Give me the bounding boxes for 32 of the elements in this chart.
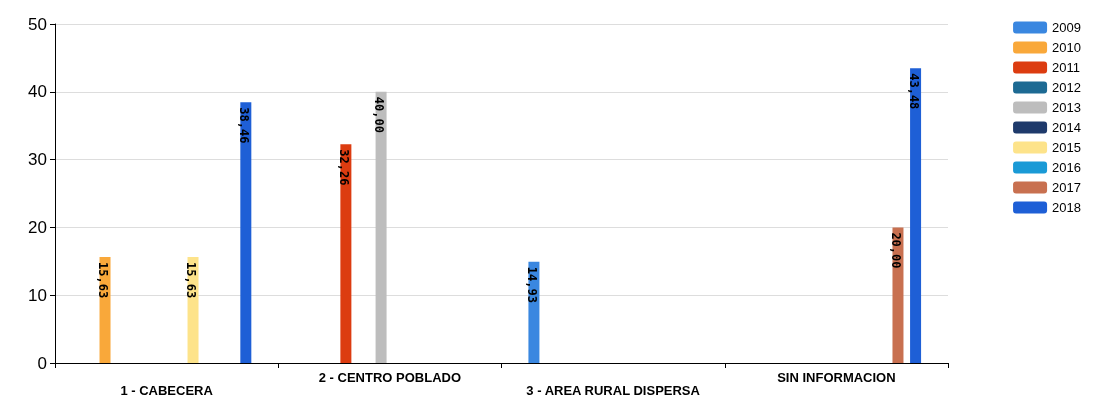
data-label: 15,63 xyxy=(184,262,199,299)
y-tick-label: 40 xyxy=(28,82,47,102)
legend-label: 2014 xyxy=(1052,120,1081,135)
y-tick-label: 30 xyxy=(28,150,47,170)
legend-label: 2015 xyxy=(1052,140,1081,155)
data-label: 38,46 xyxy=(236,107,251,144)
bar xyxy=(375,91,387,363)
legend-label: 2010 xyxy=(1052,40,1081,55)
x-tick-label: 3 - AREA RURAL DISPERSA xyxy=(526,383,701,398)
legend-label: 2013 xyxy=(1052,100,1081,115)
x-tick-label: 2 - CENTRO POBLADO xyxy=(318,370,462,385)
data-label: 40,00 xyxy=(372,96,387,133)
bar xyxy=(340,144,352,363)
y-tick-label: 10 xyxy=(28,285,47,305)
bar xyxy=(240,102,252,363)
x-tick-label: SIN INFORMACION xyxy=(777,370,896,385)
y-tick-label: 50 xyxy=(28,14,47,34)
legend-label: 2012 xyxy=(1052,80,1081,95)
bar xyxy=(910,68,922,363)
y-tick-label: 20 xyxy=(28,217,47,237)
x-tick-label: 1 - CABECERA xyxy=(120,383,214,398)
data-label: 32,26 xyxy=(336,149,351,186)
data-label: 43,48 xyxy=(906,73,921,110)
legend-label: 2011 xyxy=(1052,60,1081,75)
data-label: 20,00 xyxy=(888,232,903,269)
legend-label: 2017 xyxy=(1052,180,1081,195)
legend-label: 2018 xyxy=(1052,200,1081,215)
legend-label: 2016 xyxy=(1052,160,1081,175)
data-label: 15,63 xyxy=(96,262,111,299)
legend-label: 2009 xyxy=(1052,20,1081,35)
data-label: 14,93 xyxy=(524,266,539,303)
y-tick-label: 0 xyxy=(37,353,47,373)
